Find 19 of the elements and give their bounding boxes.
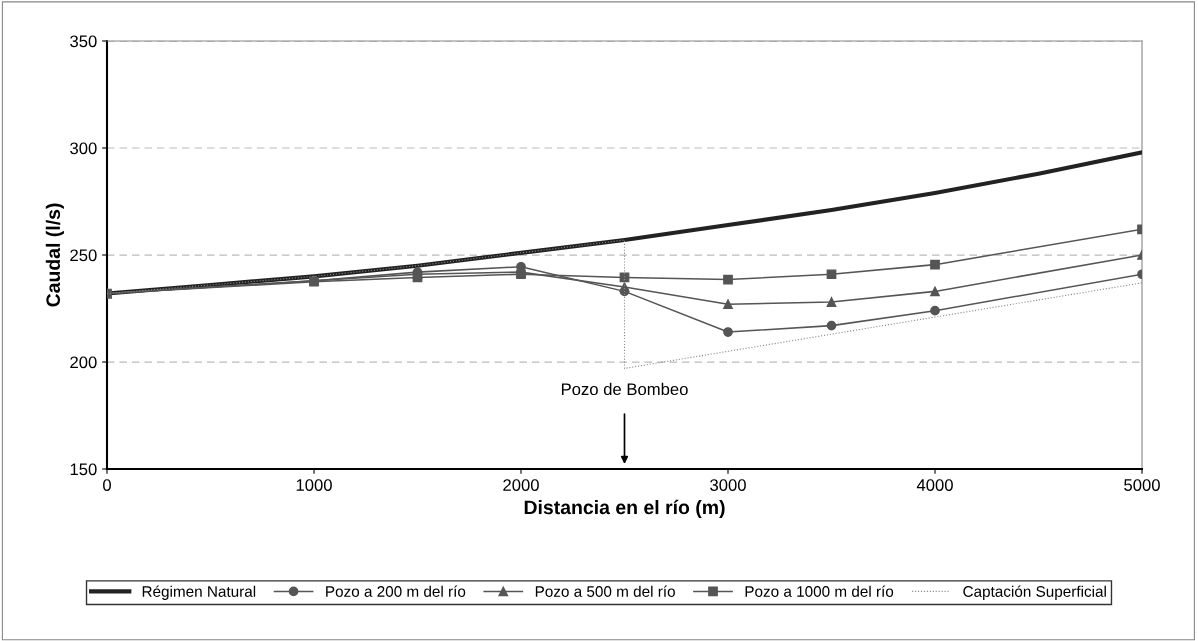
y-axis-title: Caudal (l/s) [45,203,64,307]
legend-label: Régimen Natural [142,585,256,600]
y-tick-label: 350 [70,35,97,48]
y-tick-label: 200 [70,356,97,369]
legend-label: Pozo a 500 m del río [535,585,675,597]
x-axis-title: Distancia en el río (m) [524,499,725,519]
x-tick-label: 2000 [503,479,539,491]
annotation: Pozo de Bombeo [561,382,688,396]
legend-label: Captación Superficial [963,585,1106,600]
y-tick-label: 300 [70,142,97,155]
x-tick-label: 1000 [296,479,332,491]
legend-label: Pozo a 1000 m del río [745,585,894,597]
x-tick-label: 3000 [710,479,746,491]
y-tick-label: 150 [70,463,97,476]
x-tick-label: 5000 [1124,479,1160,491]
legend-label: Pozo a 200 m del río [326,585,466,597]
x-tick-label: 4000 [916,479,953,491]
x-tick-label: 0 [103,479,111,491]
y-tick-label: 250 [70,249,97,262]
